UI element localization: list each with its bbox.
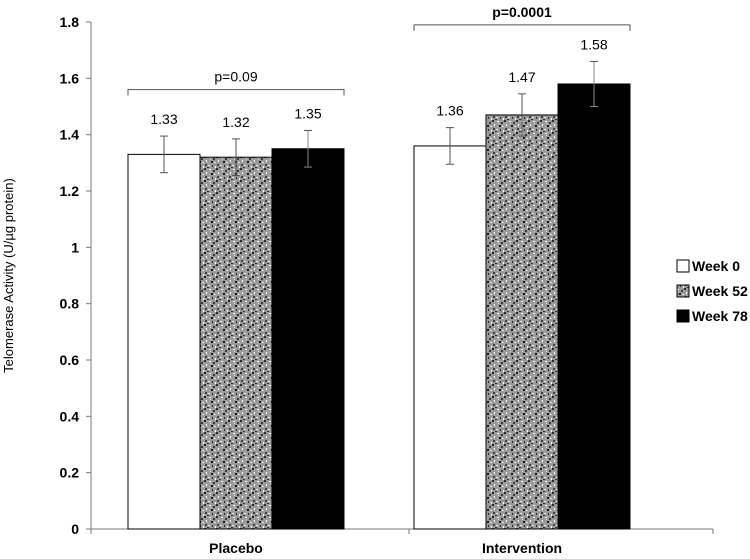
significance-bracket xyxy=(127,89,345,96)
y-tick-label: 1.8 xyxy=(60,14,80,30)
y-tick-label: 0.4 xyxy=(60,408,80,424)
p-value-label: p=0.0001 xyxy=(492,4,552,20)
x-tick-label: Intervention xyxy=(482,540,562,556)
significance-bracket xyxy=(413,24,631,31)
y-tick-label: 0.6 xyxy=(60,352,80,368)
bar xyxy=(413,145,487,530)
bar xyxy=(271,148,345,530)
legend-swatch xyxy=(676,309,690,323)
y-tick-label: 0.2 xyxy=(60,465,80,481)
p-value-label: p=0.09 xyxy=(214,69,257,85)
legend-label: Week 52 xyxy=(692,283,748,299)
legend: Week 0 Week 52 Week 78 xyxy=(676,258,748,324)
data-label: 1.32 xyxy=(222,114,249,130)
data-label: 1.33 xyxy=(150,111,177,127)
legend-label: Week 78 xyxy=(692,308,748,324)
data-label: 1.35 xyxy=(294,105,321,121)
y-axis-title: Telomerase Activity (U/µg protein) xyxy=(1,178,16,373)
bar xyxy=(127,153,201,530)
bar xyxy=(557,83,631,530)
annotations: p=0.09 p=0.0001 xyxy=(127,4,631,96)
bar xyxy=(485,114,559,530)
y-tick-label: 1.6 xyxy=(60,70,80,86)
data-label: 1.47 xyxy=(508,69,535,85)
y-tick-label: 0 xyxy=(71,521,79,537)
y-tick-label: 1 xyxy=(71,239,79,255)
legend-label: Week 0 xyxy=(692,258,740,274)
y-tick-label: 1.2 xyxy=(60,183,80,199)
legend-swatch xyxy=(676,259,690,273)
y-tick-label: 0.8 xyxy=(60,296,80,312)
axes: 0 0.2 0.4 0.6 0.8 1 1.2 1.4 1.6 1.8 Telomerase Act… xyxy=(1,14,714,556)
bar xyxy=(199,156,273,530)
bars: 1.33 1.32 1.35 1.36 1.47 1.58 xyxy=(127,36,631,530)
y-tick-label: 1.4 xyxy=(60,127,80,143)
data-label: 1.58 xyxy=(580,36,607,52)
x-tick-label: Placebo xyxy=(209,540,263,556)
legend-swatch xyxy=(676,284,690,298)
data-label: 1.36 xyxy=(436,103,463,119)
